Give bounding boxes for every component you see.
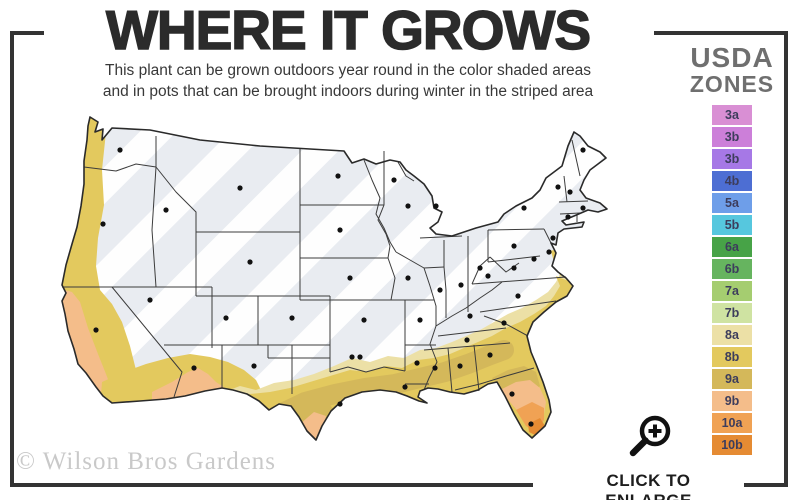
zone-swatch-8b: 8b — [712, 347, 752, 368]
usda-zones-legend: USDA ZONES 3a 3b 3b 4b 5a 5b 6a 6b 7a 7b 8a 8b 9a 9b 1… — [676, 44, 788, 457]
zone-swatch-7a: 7a — [712, 281, 752, 302]
frame-left-border — [10, 31, 14, 487]
click-to-enlarge-button[interactable]: CLICK TO ENLARGE — [566, 412, 731, 500]
subtitle: This plant can be grown outdoors year ro… — [40, 61, 656, 103]
legend-title-usda: USDA — [690, 42, 774, 73]
frame-top-left-segment — [10, 31, 44, 35]
zone-swatch-6a: 6a — [712, 237, 752, 258]
legend-title-zones: ZONES — [689, 71, 775, 97]
frame-bottom-right-segment — [744, 483, 788, 487]
zone-swatch-3b: 3b — [712, 127, 752, 148]
zone-swatch-10b: 10b — [712, 435, 752, 456]
watermark: © Wilson Bros Gardens — [16, 448, 277, 475]
zone-band-gulf-9a — [266, 340, 514, 426]
frame-top-right-segment — [654, 31, 788, 35]
us-zone-map-svg — [61, 116, 608, 441]
zone-swatch-5b: 5b — [712, 215, 752, 236]
subtitle-line-1: This plant can be grown outdoors year ro… — [105, 62, 591, 79]
state-borders — [62, 136, 589, 398]
zone-swatch-9b: 9b — [712, 391, 752, 412]
zone-swatch-10a: 10a — [712, 413, 752, 434]
zone-list: 3a 3b 3b 4b 5a 5b 6a 6b 7a 7b 8a 8b 9a 9b 10a 10b — [676, 105, 788, 456]
page-title: WHERE IT GROWS — [105, 0, 592, 62]
striped-overwinter-area — [62, 117, 607, 440]
zone-swatch-4b: 4b — [712, 171, 752, 192]
frame-bottom-left-segment — [10, 483, 533, 487]
zone-swatch-7b: 7b — [712, 303, 752, 324]
us-zone-map — [52, 100, 664, 462]
zone-swatch-9a: 9a — [712, 369, 752, 390]
magnifying-glass-plus-icon[interactable] — [619, 412, 679, 464]
frame-right-border — [784, 31, 788, 487]
zone-swatch-8a: 8a — [712, 325, 752, 346]
zone-swatch-6b: 6b — [712, 259, 752, 280]
zone-swatch-3a: 3a — [712, 105, 752, 126]
subtitle-line-2: and in pots that can be brought indoors … — [102, 82, 594, 100]
enlarge-label[interactable]: CLICK TO ENLARGE — [605, 471, 691, 500]
zone-swatch-3b: 3b — [712, 149, 752, 170]
zone-swatch-5a: 5a — [712, 193, 752, 214]
state-dots — [93, 147, 586, 427]
